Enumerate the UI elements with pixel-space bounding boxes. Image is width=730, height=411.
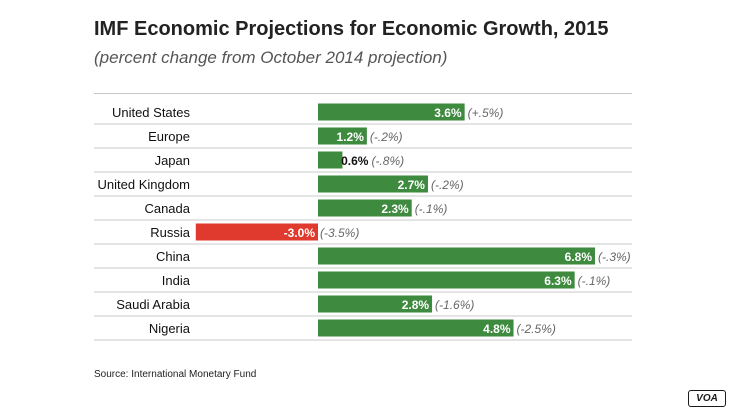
value-label: 6.8% [565,250,593,264]
chart-subtitle: (percent change from October 2014 projec… [94,48,448,67]
change-label: (-.1%) [578,274,611,288]
category-label: United Kingdom [98,177,191,192]
change-label: (-3.5%) [320,226,359,240]
change-label: (-1.6%) [435,298,474,312]
category-label: Japan [155,153,190,168]
header-rule [94,93,632,94]
bar [318,319,514,337]
chart-title: IMF Economic Projections for Economic Gr… [94,18,609,40]
category-label: Nigeria [149,321,191,336]
bar [318,103,465,121]
category-label: Canada [144,201,190,216]
bar [318,247,595,265]
value-label: 4.8% [483,322,511,336]
source-note: Source: International Monetary Fund [94,369,257,380]
change-label: (-2.5%) [517,322,556,336]
value-label: 2.3% [381,202,409,216]
category-label: Russia [150,225,191,240]
change-label: (+.5%) [468,106,504,120]
category-label: United States [112,105,191,120]
change-label: (-.8%) [371,154,404,168]
change-label: (-.2%) [431,178,464,192]
bar [318,295,433,313]
category-label: Saudi Arabia [116,297,190,312]
value-label: 2.8% [402,298,430,312]
value-label: 2.7% [398,178,426,192]
bar [318,151,343,169]
category-label: India [162,273,191,288]
bar [318,199,412,217]
change-label: (-.3%) [598,250,631,264]
value-label: 1.2% [337,130,365,144]
value-label: -3.0% [284,226,316,240]
voa-logo: VOA [688,390,726,407]
category-label: Europe [148,129,190,144]
bar [318,175,428,193]
bar [195,223,318,241]
bar [318,271,575,289]
value-label: 0.6% [341,154,369,168]
change-label: (-.2%) [370,130,403,144]
value-label: 3.6% [434,106,462,120]
value-label: 6.3% [544,274,572,288]
change-label: (-.1%) [415,202,448,216]
category-label: China [156,249,191,264]
bar [318,127,367,145]
